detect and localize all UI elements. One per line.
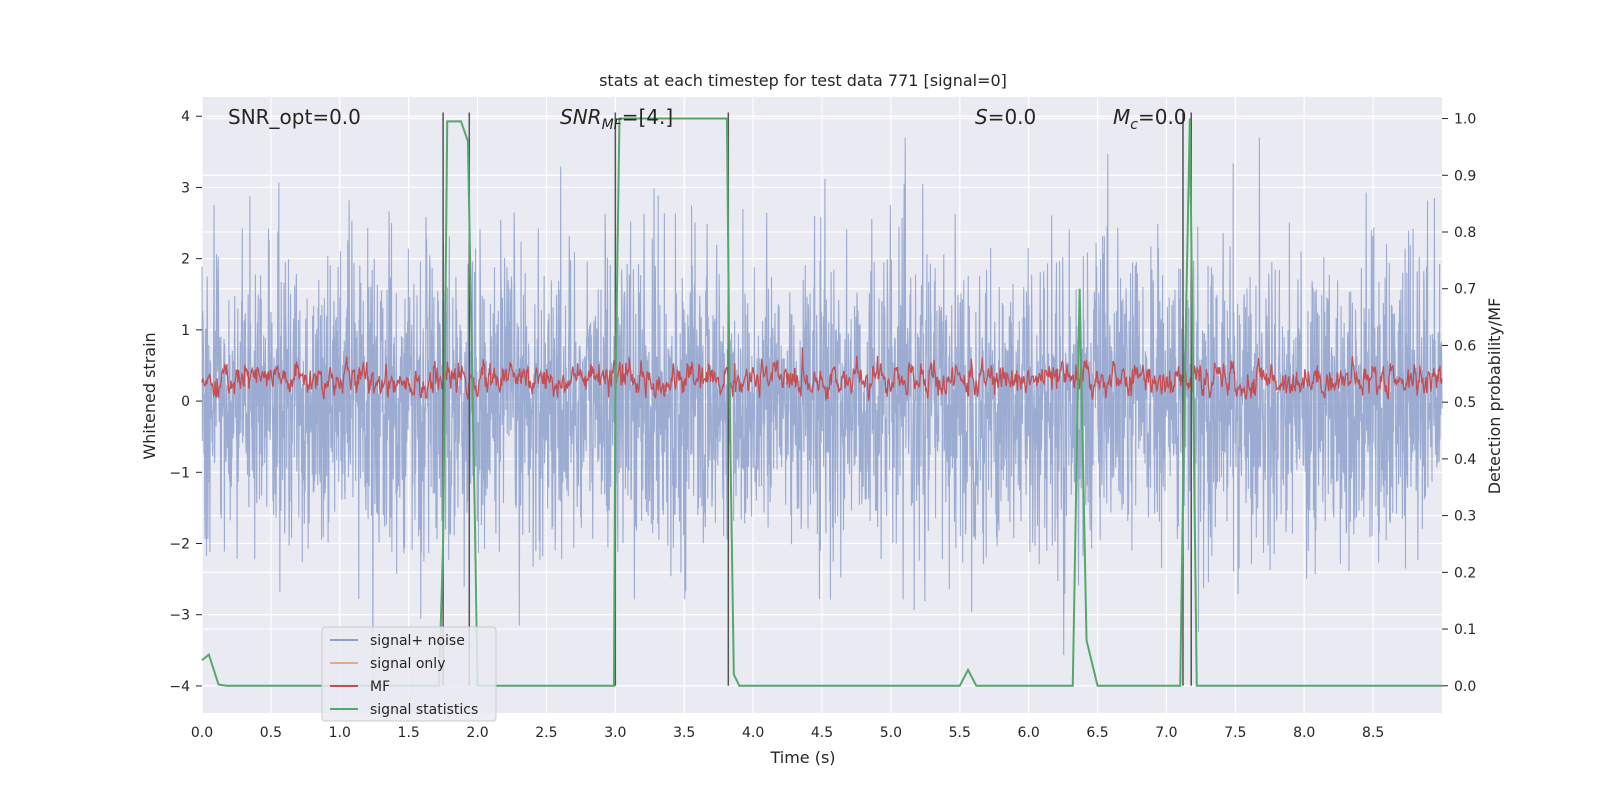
x-tick-label: 4.0 (742, 725, 764, 741)
x-tick-label: 8.5 (1362, 725, 1384, 741)
series-mf-line (201, 347, 1443, 402)
x-tick-label: 1.5 (398, 725, 420, 741)
y-left-tick-label: −1 (169, 465, 190, 481)
x-tick-label: 8.0 (1293, 725, 1315, 741)
x-tick-label: 3.0 (604, 725, 626, 741)
y-right-tick-label: 0.2 (1454, 565, 1476, 581)
y-left-axis-ticks: 4 3 2 1 0 −1 −2 −3 −4 (169, 109, 202, 695)
y-left-tick-label: −3 (169, 608, 190, 624)
x-tick-label: 5.5 (949, 725, 971, 741)
y-right-tick-label: 0.1 (1454, 622, 1476, 638)
series-signal-statistics (201, 117, 1442, 687)
x-tick-label: 6.5 (1086, 725, 1108, 741)
y-right-tick-label: 1.0 (1454, 112, 1476, 128)
x-tick-label: 5.0 (880, 725, 902, 741)
legend-entry-signal-only: signal only (370, 656, 445, 672)
x-tick-label: 1.0 (329, 725, 351, 741)
y-left-tick-label: −4 (169, 679, 190, 695)
y-left-tick-label: 1 (181, 323, 190, 339)
x-axis-label: Time (s) (769, 748, 835, 767)
x-tick-label: 7.0 (1155, 725, 1177, 741)
legend-entry-signal-noise: signal+ noise (370, 633, 465, 649)
y-right-tick-label: 0.8 (1454, 225, 1476, 241)
y-right-tick-label: 0.4 (1454, 452, 1476, 468)
x-tick-label: 7.5 (1224, 725, 1246, 741)
y-right-tick-label: 0.6 (1454, 338, 1476, 354)
annotation-mc: Mc=0.0 (1113, 105, 1187, 133)
x-axis-ticks: 0.0 0.5 1.0 1.5 2.0 2.5 3.0 3.5 4.0 4.5 5.0 5.5 6.0 6… (191, 725, 1384, 741)
x-tick-label: 6.0 (1018, 725, 1040, 741)
y-left-tick-label: 4 (181, 109, 190, 125)
y-left-tick-label: 3 (181, 180, 190, 196)
annotation-snr-mf: SNRMF=[4.] (560, 105, 673, 133)
y-right-tick-label: 0.3 (1454, 509, 1476, 525)
x-tick-label: 3.5 (673, 725, 695, 741)
y-right-tick-label: 0.7 (1454, 282, 1476, 298)
y-left-tick-label: 2 (181, 252, 190, 268)
chart-title: stats at each timestep for test data 771… (599, 71, 1007, 90)
y-right-tick-label: 0.9 (1454, 168, 1476, 184)
series-signal-statistics-line (201, 117, 1442, 687)
x-tick-label: 4.5 (811, 725, 833, 741)
annotation-snr-opt: SNR_opt=0.0 (228, 105, 361, 129)
y-right-axis-label: Detection probability/MF (1485, 298, 1504, 495)
series-mf (201, 347, 1443, 402)
y-right-tick-label: 0.5 (1454, 395, 1476, 411)
y-right-tick-label: 0.0 (1454, 679, 1476, 695)
x-tick-label: 2.0 (466, 725, 488, 741)
legend-entry-mf: MF (370, 679, 390, 695)
legend: signal+ noise signal only MF signal stat… (321, 626, 497, 722)
y-left-axis-label: Whitened strain (140, 332, 159, 459)
annotation-s: S=0.0 (975, 105, 1036, 129)
x-tick-label: 2.5 (535, 725, 557, 741)
x-tick-label: 0.0 (191, 725, 213, 741)
x-tick-label: 0.5 (260, 725, 282, 741)
legend-entry-signal-statistics: signal statistics (370, 702, 478, 718)
y-left-tick-label: 0 (181, 394, 190, 410)
y-left-tick-label: −2 (169, 537, 190, 553)
y-right-axis-ticks: 1.0 0.9 0.8 0.7 0.6 0.5 0.4 0.3 0.2 0.1 0.0 (1442, 112, 1476, 695)
